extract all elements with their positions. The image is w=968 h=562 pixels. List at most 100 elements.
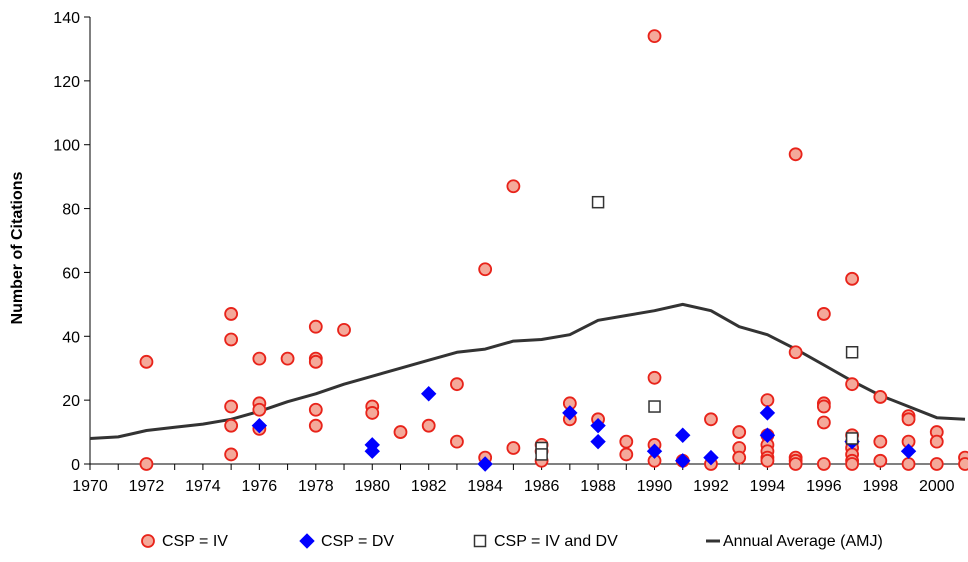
legend-marker-diamond [299,533,315,549]
data-point-circle [421,418,436,433]
data-point-circle [308,402,323,417]
data-point-circle [337,322,351,337]
x-tick-label: 1984 [467,478,503,495]
legend-label: CSP = IV and DV [494,533,618,550]
data-point-circle [816,415,831,430]
data-point-square [535,448,548,461]
data-point-circle [704,412,718,427]
data-point-circle [365,406,380,420]
y-tick-label: 20 [62,393,80,410]
data-point-circle [139,457,154,471]
data-point-circle [308,418,323,433]
data-point-circle [901,457,916,471]
data-point-circle [901,412,916,427]
data-point-circle [224,447,239,462]
y-tick-label: 140 [53,10,80,27]
x-tick-label: 1986 [524,478,560,495]
data-point-circle [224,418,239,433]
axes [89,17,965,465]
data-point-circle [280,351,295,366]
data-point-circle [647,29,662,44]
data-point-circle [873,453,888,468]
x-tick-label: 1994 [750,478,786,495]
data-point-circle [873,434,888,449]
data-point-diamond [562,405,578,421]
legend: CSP = IV CSP = DV CSP = IV and DV Annual Av… [141,533,883,550]
data-point-circle [732,450,747,465]
x-tick-label: 1998 [863,478,899,495]
legend-label: Annual Average (AMJ) [723,533,883,550]
data-point-diamond [675,453,691,469]
data-point-diamond [759,405,776,421]
x-tick-label: 1976 [242,478,278,495]
data-point-diamond [759,427,776,443]
data-point-diamond [646,443,663,459]
data-point-diamond [364,443,380,459]
x-tick-label: 1980 [354,478,390,495]
y-tick-label: 60 [62,265,80,282]
legend-label: CSP = DV [321,533,394,550]
x-tick-label: 1988 [580,478,616,495]
legend-marker-circle [141,534,155,548]
data-point-square [845,346,859,359]
x-tick-label: 1982 [411,478,447,495]
x-tick-label: 2000 [919,478,955,495]
legend-label: CSP = IV [162,533,228,550]
data-point-circle [506,441,521,455]
y-tick-label: 80 [62,202,80,219]
y-axis-title: Number of Citations [9,171,26,324]
x-tick-label: 1970 [72,478,108,495]
x-tick-label: 1978 [298,478,334,495]
data-point-diamond [590,433,606,450]
data-point-circle [224,399,239,414]
data-point-circle [929,457,944,471]
data-point-circle [845,377,859,392]
data-point-circle [450,434,464,449]
x-ticks: 1970 1972 1974 1976 1978 1980 1982 1984 1986 1988… [72,464,966,495]
y-tick-label: 40 [62,329,80,346]
data-point-circle [619,447,634,462]
data-point-circle [732,425,747,439]
data-point-circle [393,425,408,439]
x-tick-label: 1996 [806,478,842,495]
markers [139,29,968,472]
data-point-circle [506,179,521,194]
data-point-circle [252,402,267,417]
data-point-diamond [590,417,606,434]
data-point-circle [760,393,775,408]
x-tick-label: 1990 [637,478,673,495]
data-point-square [591,195,605,209]
data-point-circle [252,351,267,366]
y-ticks: 0 20 40 60 80 100 120 140 [53,10,90,474]
data-point-circle [308,319,323,334]
x-tick-label: 1972 [129,478,165,495]
y-tick-label: 120 [53,74,80,91]
y-tick-label: 100 [53,138,80,155]
y-axis-title-group: Number of Citations [9,171,26,324]
data-point-square [648,400,661,413]
average-line-group [89,302,966,440]
data-point-circle [647,370,662,385]
data-point-circle [845,457,859,471]
data-point-circle [788,457,803,471]
data-point-diamond [900,443,917,459]
data-point-diamond [675,427,691,443]
data-point-circle [929,434,944,449]
data-point-circle [760,453,775,468]
data-point-circle [478,262,493,277]
data-point-circle [816,307,831,321]
x-tick-label: 1992 [693,478,729,495]
data-point-circle [958,457,968,471]
data-point-circle [139,354,154,369]
data-point-circle [816,457,831,471]
data-point-circle [788,147,803,162]
annual-average-line [89,302,966,440]
data-point-circle [816,399,831,414]
data-point-circle [308,354,323,369]
data-point-diamond [421,386,437,402]
data-point-circle [788,345,803,360]
data-point-diamond [703,449,719,466]
legend-marker-square [473,534,487,548]
x-tick-label: 1974 [185,478,221,495]
